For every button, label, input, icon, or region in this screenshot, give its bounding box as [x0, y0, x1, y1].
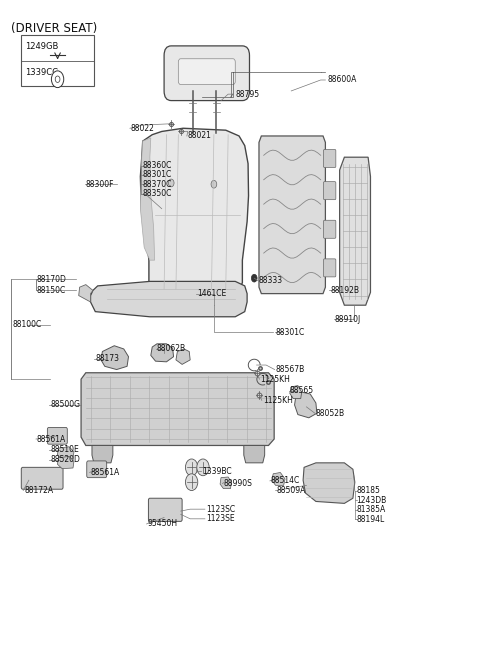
- Text: 88100C: 88100C: [12, 320, 41, 329]
- Text: 1339BC: 1339BC: [202, 467, 232, 476]
- FancyBboxPatch shape: [48, 428, 67, 444]
- Text: 1123SE: 1123SE: [206, 514, 234, 523]
- Circle shape: [185, 459, 198, 476]
- Text: 88062B: 88062B: [157, 345, 186, 354]
- FancyBboxPatch shape: [179, 59, 235, 84]
- Circle shape: [197, 459, 209, 476]
- Text: 88567B: 88567B: [276, 365, 305, 374]
- Text: 1243DB: 1243DB: [356, 496, 386, 505]
- Text: 88509A: 88509A: [276, 486, 306, 495]
- Circle shape: [51, 71, 64, 88]
- Text: 88192B: 88192B: [330, 286, 359, 295]
- FancyBboxPatch shape: [324, 259, 336, 277]
- Polygon shape: [295, 392, 317, 418]
- Circle shape: [185, 474, 198, 491]
- Circle shape: [252, 275, 257, 282]
- Text: 1249GB: 1249GB: [25, 42, 59, 51]
- Text: 88795: 88795: [235, 90, 259, 99]
- Polygon shape: [303, 463, 355, 504]
- Text: 1123SC: 1123SC: [206, 505, 235, 513]
- Text: 88194L: 88194L: [356, 515, 384, 524]
- Polygon shape: [101, 346, 129, 369]
- Polygon shape: [57, 447, 74, 459]
- Text: 95450H: 95450H: [147, 519, 178, 528]
- Polygon shape: [290, 386, 301, 398]
- FancyBboxPatch shape: [87, 461, 107, 478]
- Text: 88300F: 88300F: [86, 180, 114, 189]
- Text: 88370C: 88370C: [143, 180, 172, 189]
- Polygon shape: [259, 136, 325, 293]
- Polygon shape: [92, 445, 113, 463]
- FancyBboxPatch shape: [324, 220, 336, 238]
- Text: 81385A: 81385A: [356, 506, 385, 514]
- Polygon shape: [140, 129, 249, 299]
- Circle shape: [55, 76, 60, 82]
- Text: 88301C: 88301C: [143, 170, 172, 179]
- FancyBboxPatch shape: [148, 498, 182, 521]
- Polygon shape: [244, 445, 264, 463]
- Text: (DRIVER SEAT): (DRIVER SEAT): [12, 22, 97, 35]
- Text: 88333: 88333: [259, 276, 283, 286]
- Text: 88150C: 88150C: [37, 286, 66, 295]
- Circle shape: [211, 180, 217, 188]
- Text: 88910J: 88910J: [335, 315, 361, 324]
- Text: 88350C: 88350C: [143, 190, 172, 199]
- Text: 88170D: 88170D: [37, 275, 67, 284]
- Text: 88052B: 88052B: [316, 409, 345, 418]
- Text: 88510E: 88510E: [50, 445, 79, 454]
- Polygon shape: [176, 349, 190, 364]
- Text: 88565: 88565: [290, 386, 314, 395]
- Polygon shape: [151, 344, 174, 362]
- Text: 1339CC: 1339CC: [25, 68, 59, 77]
- Text: 88520D: 88520D: [50, 455, 80, 464]
- FancyBboxPatch shape: [324, 149, 336, 167]
- Polygon shape: [91, 282, 247, 317]
- Text: 88600A: 88600A: [328, 75, 357, 84]
- FancyBboxPatch shape: [21, 35, 95, 86]
- Text: 88172A: 88172A: [24, 486, 53, 495]
- Text: 88500G: 88500G: [50, 400, 80, 410]
- Circle shape: [168, 179, 174, 187]
- FancyBboxPatch shape: [324, 182, 336, 200]
- Polygon shape: [79, 285, 93, 302]
- Text: 88022: 88022: [131, 124, 155, 133]
- Text: 1461CE: 1461CE: [197, 289, 227, 298]
- Polygon shape: [220, 477, 231, 489]
- Polygon shape: [57, 456, 74, 469]
- Text: 88173: 88173: [96, 354, 120, 363]
- FancyBboxPatch shape: [164, 46, 250, 101]
- Text: 88561A: 88561A: [37, 435, 66, 443]
- FancyBboxPatch shape: [21, 467, 63, 489]
- Text: 1125KH: 1125KH: [263, 396, 293, 405]
- Text: 88360C: 88360C: [143, 161, 172, 170]
- Polygon shape: [272, 472, 285, 485]
- Text: 88514C: 88514C: [271, 476, 300, 485]
- Polygon shape: [340, 157, 371, 305]
- Text: 88185: 88185: [356, 486, 380, 495]
- Text: 88021: 88021: [188, 132, 212, 140]
- Polygon shape: [140, 138, 155, 260]
- Polygon shape: [81, 373, 274, 445]
- Text: 88301C: 88301C: [276, 328, 305, 337]
- Text: 88561A: 88561A: [91, 468, 120, 477]
- Text: 88990S: 88990S: [223, 479, 252, 488]
- Text: 1125KH: 1125KH: [261, 374, 290, 384]
